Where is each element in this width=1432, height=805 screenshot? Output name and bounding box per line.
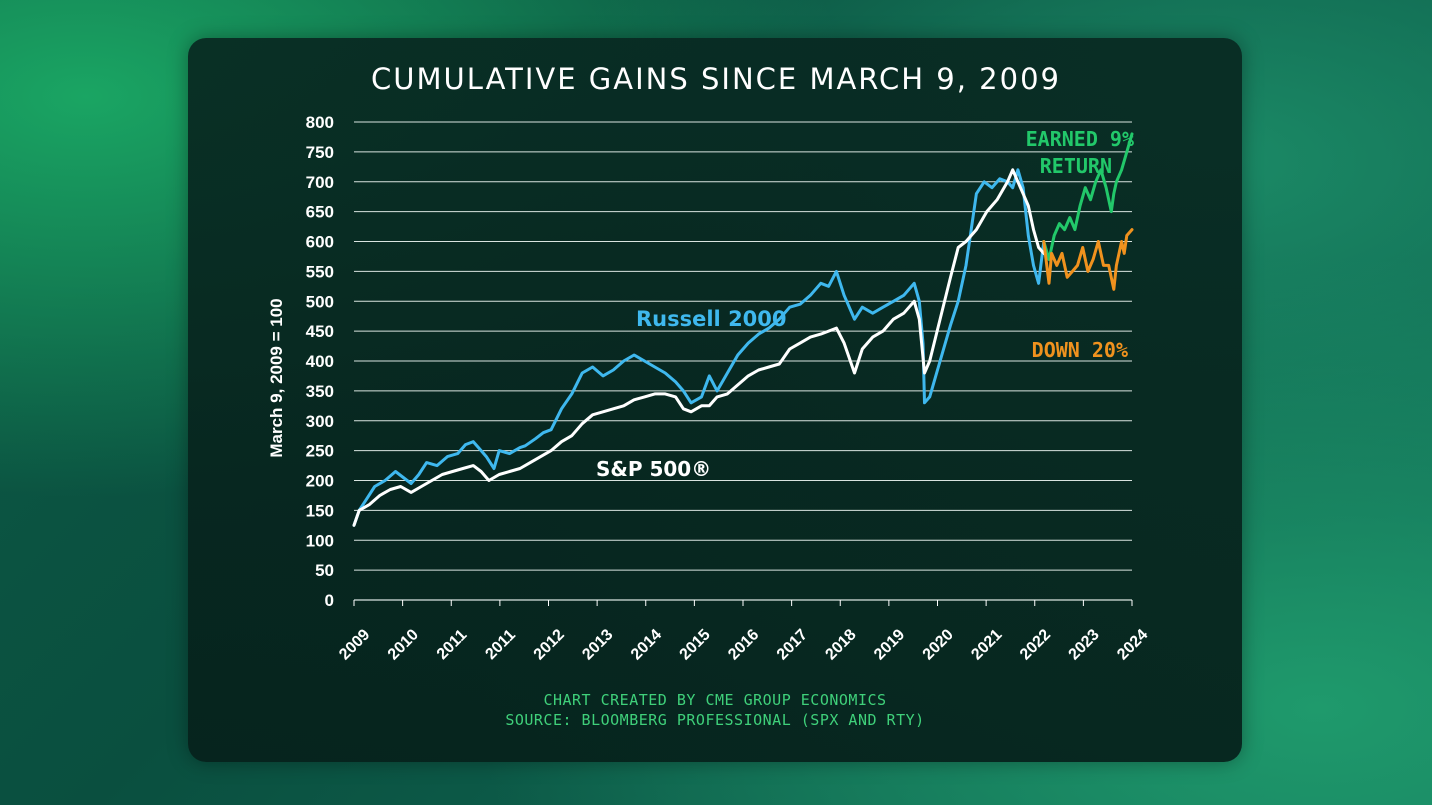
x-tick-label: 2022 <box>1017 626 1054 663</box>
x-tick-label: 2015 <box>677 626 714 663</box>
y-tick-label: 450 <box>306 322 334 341</box>
x-tick-label: 2013 <box>579 626 616 663</box>
y-tick-label: 0 <box>325 591 334 610</box>
y-tick-label: 800 <box>306 113 334 132</box>
y-tick-label: 400 <box>306 352 334 371</box>
y-tick-label: 150 <box>306 501 334 520</box>
chart-title: CUMULATIVE GAINS SINCE MARCH 9, 2009 <box>371 62 1061 96</box>
footer-credit: CHART CREATED BY CME GROUP ECONOMICS <box>543 691 887 709</box>
x-tick-label: 2012 <box>531 626 568 663</box>
x-tick-label: 2010 <box>385 626 422 663</box>
y-tick-label: 200 <box>306 472 334 491</box>
y-tick-label: 700 <box>306 173 334 192</box>
x-tick-label: 2011 <box>434 626 471 663</box>
grid-layer <box>354 121 1132 601</box>
series-layer <box>352 132 1134 527</box>
y-axis-ticks: 0 50 100 150 200 250 300 350 400 450 500 550 600 650 7… <box>306 113 334 610</box>
y-tick-label: 600 <box>306 233 334 252</box>
series-line-2 <box>1042 132 1134 261</box>
x-tick-label: 2019 <box>871 626 908 663</box>
annotation-earned-line1: EARNED 9% <box>1026 127 1134 151</box>
y-tick-label: 750 <box>306 143 334 162</box>
x-tick-label: 2023 <box>1066 626 1103 663</box>
y-axis-title: March 9, 2009 = 100 <box>267 298 286 457</box>
footer-source: SOURCE: BLOOMBERG PROFESSIONAL (SPX AND … <box>505 711 925 729</box>
y-tick-label: 50 <box>315 561 334 580</box>
x-tick-label: 2014 <box>628 626 665 663</box>
y-tick-label: 100 <box>306 531 334 550</box>
y-tick-label: 250 <box>306 442 334 461</box>
annotation-russell-2000: Russell 2000 <box>636 307 787 331</box>
series-line-0 <box>352 168 1046 527</box>
y-tick-label: 550 <box>306 262 334 281</box>
y-tick-label: 500 <box>306 292 334 311</box>
annotation-down-20: DOWN 20% <box>1032 338 1128 362</box>
y-tick-label: 300 <box>306 412 334 431</box>
x-tick-label: 2024 <box>1114 626 1151 663</box>
x-tick-label: 2016 <box>725 626 762 663</box>
series-line-3 <box>1042 228 1134 291</box>
series-line-1 <box>352 168 1046 527</box>
x-tick-label: 2017 <box>774 626 811 663</box>
x-tick-label: 2020 <box>920 626 957 663</box>
x-axis-ticks: 2009 2010 2011 2011 2012 2013 2014 2015 2016 2017… <box>336 600 1151 663</box>
x-tick-label: 2018 <box>822 626 859 663</box>
annotation-earned-line2: RETURN <box>1040 154 1112 178</box>
x-tick-label: 2009 <box>336 626 373 663</box>
y-tick-label: 650 <box>306 203 334 222</box>
y-tick-label: 350 <box>306 382 334 401</box>
x-tick-label: 2021 <box>968 626 1005 663</box>
annotation-sp500: S&P 500® <box>596 457 711 481</box>
x-tick-label: 2011 <box>482 626 519 663</box>
